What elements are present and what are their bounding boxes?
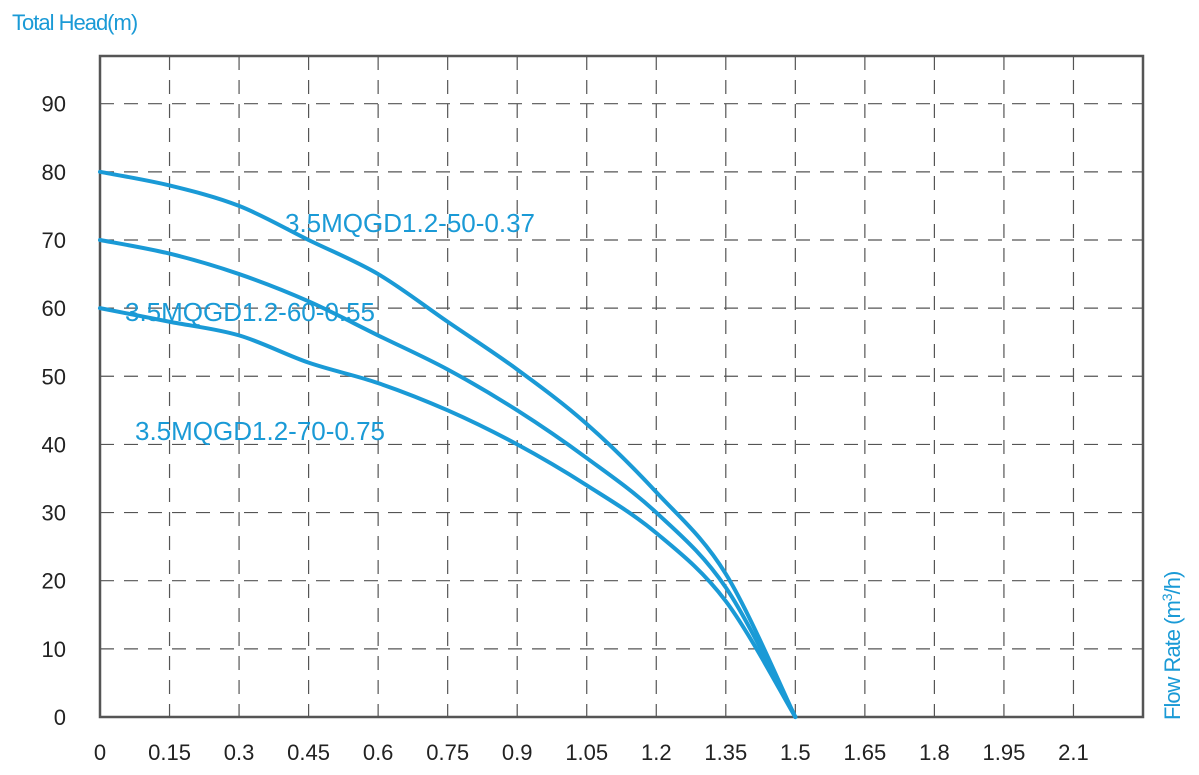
x-tick-label: 1.2 xyxy=(641,740,672,765)
grid xyxy=(100,56,1143,717)
plot-frame xyxy=(98,54,1145,719)
x-tick-label: 1.95 xyxy=(983,740,1026,765)
series-line-3 xyxy=(98,306,798,719)
series-line-1 xyxy=(98,169,798,719)
x-tick-label: 0.45 xyxy=(287,740,330,765)
series-line-2 xyxy=(98,237,798,719)
x-tick-label: 1.35 xyxy=(704,740,747,765)
x-tick-label: 1.65 xyxy=(843,740,886,765)
y-tick-label: 50 xyxy=(42,364,66,389)
x-tick-label: 0.6 xyxy=(363,740,394,765)
x-axis-label: Flow Rate (m3/h) xyxy=(1159,572,1185,720)
x-tick-label: 1.5 xyxy=(780,740,811,765)
x-tick-label: 0.75 xyxy=(426,740,469,765)
x-tick-label: 0.9 xyxy=(502,740,533,765)
y-tick-label: 10 xyxy=(42,637,66,662)
x-tick-label: 2.1 xyxy=(1058,740,1089,765)
x-tick-label: 1.05 xyxy=(565,740,608,765)
y-tick-label: 40 xyxy=(42,432,66,457)
curves xyxy=(98,169,798,719)
curve-labels: 3.5MQGD1.2-50-0.37 3.5MQGD1.2-60-0.55 3.5M… xyxy=(125,208,535,446)
series-label-1: 3.5MQGD1.2-50-0.37 xyxy=(285,208,535,238)
y-tick-label: 0 xyxy=(54,705,66,730)
series-label-2: 3.5MQGD1.2-60-0.55 xyxy=(125,297,375,327)
x-tick-labels: 0 0.15 0.3 0.45 0.6 0.75 0.9 1.05 1.2 1.35 1.5 1.65… xyxy=(94,740,1089,765)
y-tick-labels: 0 10 20 30 40 50 60 70 80 90 xyxy=(42,92,66,730)
y-tick-label: 60 xyxy=(42,296,66,321)
series-label-3: 3.5MQGD1.2-70-0.75 xyxy=(135,416,385,446)
y-tick-label: 30 xyxy=(42,501,66,526)
y-tick-label: 80 xyxy=(42,160,66,185)
x-tick-label: 1.8 xyxy=(919,740,950,765)
y-axis-label: Total Head(m) xyxy=(12,10,137,35)
x-tick-label: 0.15 xyxy=(148,740,191,765)
y-tick-label: 90 xyxy=(42,92,66,117)
y-tick-label: 20 xyxy=(42,569,66,594)
x-tick-label: 0 xyxy=(94,740,106,765)
y-tick-label: 70 xyxy=(42,228,66,253)
x-tick-label: 0.3 xyxy=(224,740,255,765)
